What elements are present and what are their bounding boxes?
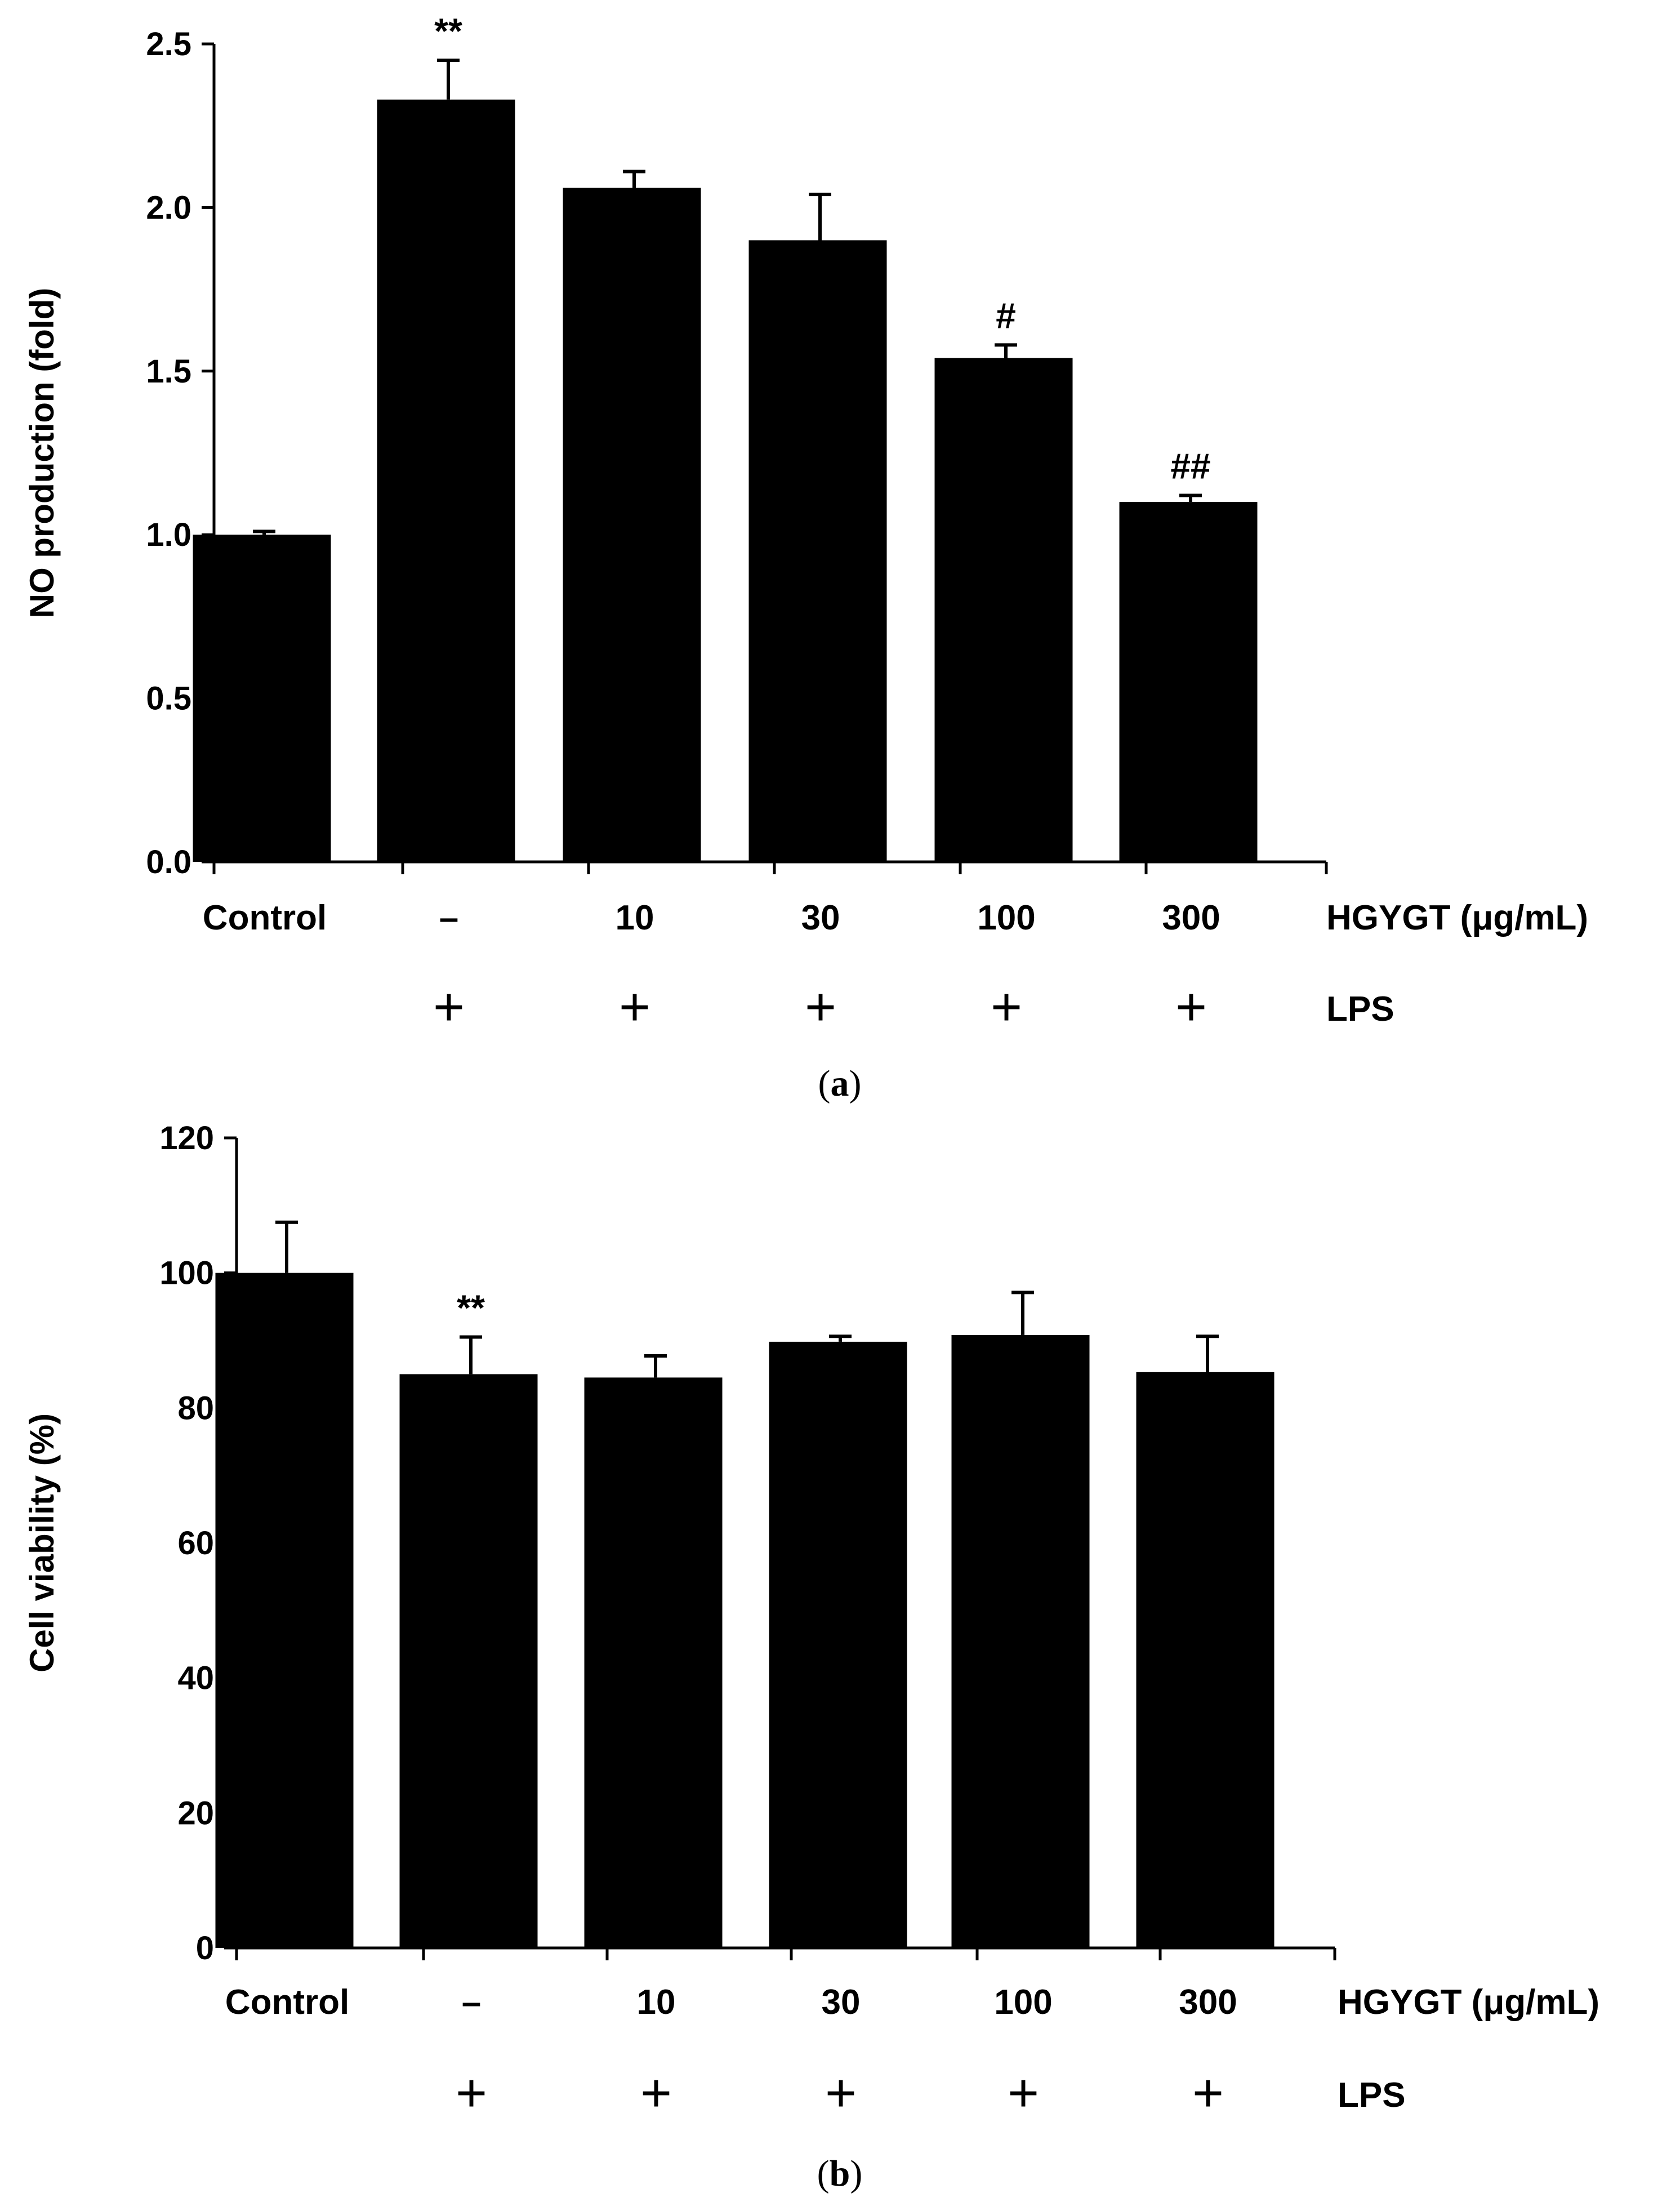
lps-plus: + [825,2063,857,2123]
y-tick-label: 20 [177,1795,214,1831]
chart-panel-b: 0 20 40 60 80 100 120 Cell viability (%) Control… [23,1120,1599,2194]
panel-label-close: ) [850,2153,862,2194]
y-tick-label: 0 [196,1930,214,1967]
bar [193,535,331,862]
lps-plus: + [1192,2063,1224,2123]
category-label: 300 [1162,898,1220,937]
category-label: 100 [994,1983,1052,2022]
category-label: 10 [616,898,654,937]
lps-row-label: LPS [1338,2076,1406,2115]
panel-label-open: ( [817,2153,830,2194]
y-tick-label: 60 [177,1525,214,1562]
panel-label: (b) [817,2153,863,2194]
category-label: Control [225,1983,349,2022]
bar [563,188,701,862]
lps-plus: + [805,977,836,1037]
bar [1136,1372,1275,1948]
panel-label-open: ( [818,1063,831,1104]
y-tick-label: 100 [159,1255,214,1292]
lps-plus: + [1175,977,1207,1037]
significance-label: ** [434,11,462,51]
y-tick-label: 1.5 [146,353,191,390]
y-tick-label: 2.0 [146,189,191,226]
category-label: 100 [977,898,1035,937]
y-tick-label: 120 [159,1120,214,1156]
y-axis-title: Cell viability (%) [23,1413,61,1672]
bar [748,240,887,862]
y-tick-label: 80 [177,1390,214,1426]
bar [215,1273,354,1948]
significance-label: # [996,295,1016,336]
y-tick-label: 0.0 [146,844,191,880]
y-axis-title: NO production (fold) [23,288,61,619]
panel-label-letter: a [831,1063,849,1104]
category-label: 30 [822,1983,861,2022]
bar [769,1341,907,1948]
category-label: – [439,898,458,937]
y-tick-label: 2.5 [146,26,191,63]
category-label: – [462,1983,481,2022]
lps-plus: + [433,977,465,1037]
panel-label-close: ) [849,1063,862,1104]
y-tick-label: 0.5 [146,680,191,717]
lps-row-label: LPS [1326,990,1394,1029]
significance-label: ## [1170,446,1210,487]
bar [377,99,515,862]
lps-plus: + [456,2063,487,2123]
bar [1119,502,1258,862]
category-label: 30 [801,898,840,937]
x-axis-title: HGYGT (μg/mL) [1326,898,1588,937]
panel-label: (a) [818,1063,862,1104]
y-tick-label: 1.0 [146,517,191,553]
lps-plus: + [1008,2063,1039,2123]
y-tick-label: 40 [177,1660,214,1697]
category-label: 300 [1179,1983,1237,2022]
lps-plus: + [619,977,650,1037]
bar [584,1377,723,1948]
bar [399,1374,538,1948]
bar [934,358,1073,862]
x-axis-title: HGYGT (μg/mL) [1338,1983,1599,2022]
panel-label-letter: b [830,2153,850,2194]
category-label: Control [203,898,327,937]
lps-plus: + [640,2063,672,2123]
lps-plus: + [991,977,1022,1037]
category-label: 10 [637,1983,676,2022]
significance-label: ** [457,1288,485,1328]
chart-panel-a: 0.0 0.5 1.0 1.5 2.0 2.5 NO production (fold) Co… [23,11,1588,1104]
bar [951,1334,1090,1948]
